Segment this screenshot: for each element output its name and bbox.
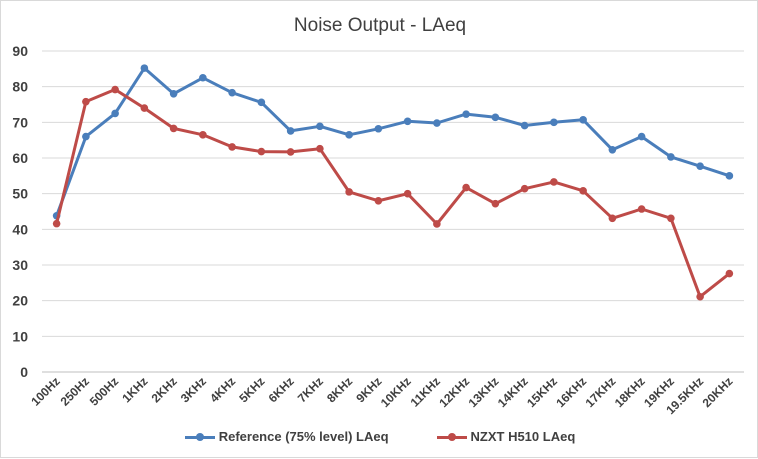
y-tick-label-20: 20 [12,293,28,309]
series-1-point-3 [140,104,149,112]
series-1-point-15 [491,199,500,208]
series-0-point-18 [579,116,587,124]
x-tick-label-6: 4KHz [207,374,238,405]
x-tick-label-10: 8KHz [324,374,355,405]
series-1-point-8 [286,148,295,156]
legend-swatch-reference [184,431,215,443]
x-tick-label-15: 13KHz [466,374,502,410]
series-0-point-2 [111,109,119,118]
x-tick-label-0: 100Hz [28,374,62,408]
legend-label-nzxt: NZXT H510 LAeq [470,429,576,444]
series-0-point-10 [345,131,353,139]
series-1-point-1 [82,97,90,106]
series-1-point-20 [637,205,646,213]
series-line-0 [55,66,730,217]
series-1-point-10 [345,188,353,196]
series-0-point-12 [403,117,412,126]
x-tick-label-18: 16KHz [553,374,589,410]
series-1-point-22 [696,292,704,301]
series-1-point-0 [52,219,61,228]
series-1-point-4 [169,124,178,133]
series-1-point-23 [725,269,734,278]
y-tick-label-80: 80 [12,79,28,95]
x-tick-label-8: 6KHz [266,374,297,405]
x-tick-label-4: 2KHz [149,374,180,405]
series-0-point-21 [667,153,675,161]
y-tick-label-70: 70 [12,114,28,130]
series-1-point-17 [550,178,558,186]
series-line-1 [55,88,731,299]
x-tick-label-20: 18KHz [612,374,648,410]
legend-label-reference: Reference (75% level) LAeq [218,429,389,444]
x-tick-label-17: 15KHz [524,374,560,410]
x-tick-label-14: 12KHz [436,374,472,410]
series-0-point-23 [725,172,734,180]
series-1-point-11 [374,197,383,205]
series-1-point-21 [667,214,675,223]
x-tick-label-2: 500Hz [87,374,121,408]
y-tick-label-0: 0 [20,364,28,380]
series-0-point-22 [696,162,704,171]
series-0-point-1 [82,132,90,141]
series-1-point-16 [520,184,529,193]
series-1-point-14 [462,183,470,192]
y-tick-label-50: 50 [12,186,28,202]
legend-item-reference: Reference (75% level) LAeq [184,429,389,444]
x-tick-label-9: 7KHz [295,374,326,405]
x-tick-label-12: 10KHz [378,374,414,410]
series-0-point-4 [169,90,178,98]
x-tick-label-16: 14KHz [495,374,531,410]
legend-swatch-nzxt [436,431,467,443]
series-0-point-3 [140,64,149,72]
series-0-point-20 [637,132,646,141]
y-tick-label-90: 90 [12,43,28,59]
legend-item-nzxt: NZXT H510 LAeq [436,429,576,444]
y-tick-label-10: 10 [12,328,28,344]
x-tick-label-23: 20KHz [700,374,736,410]
x-tick-label-19: 17KHz [583,374,619,410]
x-tick-label-3: 1KHz [119,374,150,405]
legend: Reference (75% level) LAeq NZXT H510 LAe… [1,429,758,444]
series-0-point-13 [433,119,441,127]
x-tick-label-7: 5KHz [236,374,267,405]
series-0-point-17 [550,118,558,127]
series-1-point-2 [111,85,119,94]
series-1-point-18 [579,187,587,195]
x-tick-label-1: 250Hz [58,374,92,408]
series-0-point-9 [316,122,324,131]
series-0-point-6 [228,88,236,97]
series-0-point-19 [608,145,617,154]
x-tick-label-5: 3KHz [178,374,209,405]
series-1-point-19 [608,214,617,223]
chart-title: Noise Output - LAeq [293,15,467,36]
x-tick-label-13: 11KHz [408,374,443,409]
y-tick-label-40: 40 [12,221,28,237]
series-1-point-6 [228,143,236,151]
series-1-point-9 [316,144,324,153]
y-tick-label-60: 60 [12,150,28,166]
series-1-point-5 [199,131,207,139]
series-0-point-15 [491,113,500,122]
series-0-point-5 [199,73,207,82]
series-0-point-14 [462,110,470,118]
series-1-point-12 [403,189,412,198]
series-1-point-13 [433,220,441,228]
series-0-point-7 [257,98,266,107]
y-tick-label-30: 30 [12,257,28,273]
series-0-point-11 [374,124,383,133]
series-1-point-7 [257,147,266,156]
series-0-point-16 [520,121,529,130]
series-0-point-8 [286,127,295,135]
